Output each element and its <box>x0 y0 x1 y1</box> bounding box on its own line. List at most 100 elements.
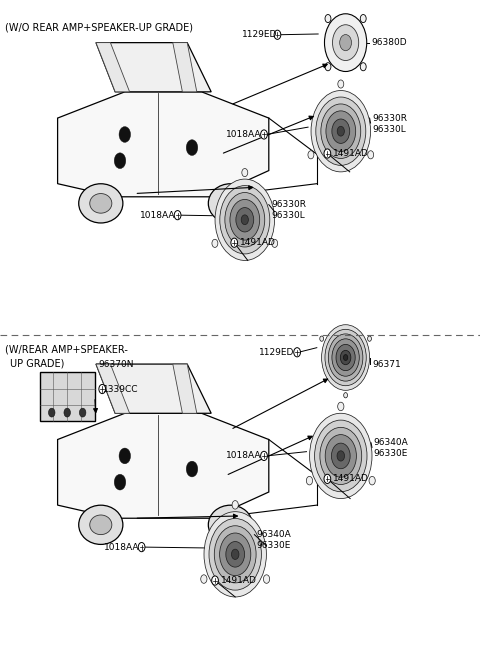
Circle shape <box>220 186 270 254</box>
Text: 1339CC: 1339CC <box>103 384 139 394</box>
Circle shape <box>344 392 348 398</box>
Polygon shape <box>96 364 130 413</box>
Ellipse shape <box>90 194 112 213</box>
Text: 96340A: 96340A <box>373 438 408 447</box>
Text: 1491AD: 1491AD <box>333 149 369 158</box>
Circle shape <box>294 348 300 357</box>
Circle shape <box>336 344 355 371</box>
Circle shape <box>340 35 351 51</box>
Polygon shape <box>58 92 269 197</box>
Circle shape <box>333 25 359 60</box>
Circle shape <box>204 512 266 597</box>
Text: 96330L: 96330L <box>271 211 305 220</box>
Circle shape <box>308 151 314 159</box>
Circle shape <box>322 325 370 390</box>
Circle shape <box>214 525 256 583</box>
Circle shape <box>360 63 366 71</box>
Circle shape <box>215 179 275 260</box>
Circle shape <box>321 104 361 159</box>
Text: 1018AA: 1018AA <box>140 211 175 220</box>
Circle shape <box>328 334 363 381</box>
Ellipse shape <box>219 194 241 213</box>
Circle shape <box>242 169 248 176</box>
Circle shape <box>212 576 218 585</box>
Circle shape <box>310 413 372 499</box>
Ellipse shape <box>79 505 123 544</box>
Ellipse shape <box>90 515 112 535</box>
Text: 1018AA: 1018AA <box>104 543 139 552</box>
Circle shape <box>261 130 267 139</box>
Circle shape <box>201 575 207 583</box>
Circle shape <box>226 542 244 567</box>
Circle shape <box>79 408 86 417</box>
Text: 96330E: 96330E <box>257 541 291 550</box>
Text: (W/O REAR AMP+SPEAKER-UP GRADE): (W/O REAR AMP+SPEAKER-UP GRADE) <box>5 23 193 33</box>
Circle shape <box>320 427 362 485</box>
Circle shape <box>114 474 126 490</box>
Circle shape <box>272 239 277 247</box>
Circle shape <box>316 97 366 165</box>
Circle shape <box>138 543 145 552</box>
Circle shape <box>119 448 131 464</box>
Circle shape <box>360 14 366 22</box>
Circle shape <box>64 408 71 417</box>
Text: 1129ED: 1129ED <box>242 30 277 39</box>
Text: (W/REAR AMP+SPEAKER-: (W/REAR AMP+SPEAKER- <box>5 344 128 354</box>
Text: 1018AA: 1018AA <box>226 451 262 461</box>
Ellipse shape <box>219 515 241 535</box>
Circle shape <box>326 111 356 152</box>
Circle shape <box>236 207 254 232</box>
Text: 1491AD: 1491AD <box>240 238 276 247</box>
Text: 1491AD: 1491AD <box>333 474 369 483</box>
Circle shape <box>119 127 131 142</box>
Circle shape <box>325 63 331 71</box>
Circle shape <box>186 461 198 477</box>
Text: 96330L: 96330L <box>372 125 406 134</box>
Circle shape <box>368 336 372 341</box>
Text: 96370N: 96370N <box>98 359 134 369</box>
Circle shape <box>324 149 331 158</box>
Circle shape <box>368 151 373 159</box>
Ellipse shape <box>208 505 252 544</box>
Circle shape <box>225 192 265 247</box>
Circle shape <box>274 30 281 39</box>
Polygon shape <box>173 364 197 413</box>
Circle shape <box>331 443 350 468</box>
Circle shape <box>324 474 331 483</box>
Text: 96330R: 96330R <box>372 113 407 123</box>
Text: 1491AD: 1491AD <box>221 576 257 585</box>
Circle shape <box>174 211 181 220</box>
Polygon shape <box>173 43 197 92</box>
Circle shape <box>311 91 371 172</box>
Circle shape <box>343 354 348 360</box>
Circle shape <box>332 119 350 144</box>
Circle shape <box>337 451 345 461</box>
Text: 96330E: 96330E <box>373 449 408 459</box>
Circle shape <box>232 501 238 509</box>
Text: 1018AA: 1018AA <box>226 130 262 139</box>
Circle shape <box>264 575 270 583</box>
Circle shape <box>241 215 248 224</box>
Circle shape <box>324 14 367 72</box>
Circle shape <box>48 408 55 417</box>
Circle shape <box>231 549 239 560</box>
Circle shape <box>337 127 344 136</box>
Circle shape <box>231 238 238 247</box>
Text: 96330R: 96330R <box>271 200 306 209</box>
Circle shape <box>209 518 262 590</box>
Circle shape <box>314 420 367 492</box>
Circle shape <box>212 239 218 247</box>
Polygon shape <box>96 364 211 413</box>
Circle shape <box>338 80 344 88</box>
Circle shape <box>261 451 267 461</box>
Ellipse shape <box>208 184 252 223</box>
Circle shape <box>186 140 198 155</box>
Circle shape <box>369 476 375 485</box>
Polygon shape <box>96 43 130 92</box>
Circle shape <box>114 153 126 169</box>
Text: 96380D: 96380D <box>372 38 407 47</box>
Circle shape <box>320 336 324 341</box>
Circle shape <box>340 350 351 365</box>
Circle shape <box>337 402 344 411</box>
Polygon shape <box>58 413 269 518</box>
